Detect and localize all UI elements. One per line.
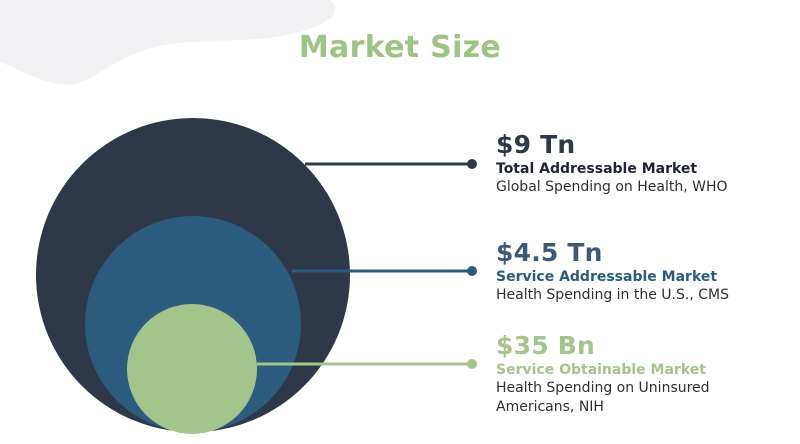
som-connector-dot	[467, 359, 477, 369]
som-circle	[127, 304, 257, 434]
sam-label-group: $4.5 Tn Service Addressable Market Healt…	[496, 238, 736, 305]
tam-value: $9 Tn	[496, 130, 576, 159]
tam-connector-dot	[467, 159, 477, 169]
tam-source: Global Spending on Health, WHO	[496, 179, 728, 195]
som-name: Service Obtainable Market	[496, 362, 706, 378]
sam-source: Health Spending in the U.S., CMS	[496, 287, 729, 303]
som-source: Health Spending on Uninsured Americans, …	[496, 380, 710, 415]
sam-connector-dot	[467, 266, 477, 276]
tam-name: Total Addressable Market	[496, 161, 698, 177]
som-label-group: $35 Bn Service Obtainable Market Health …	[496, 331, 736, 417]
sam-value: $4.5 Tn	[496, 238, 603, 267]
page-title: Market Size	[298, 30, 502, 65]
sam-name: Service Addressable Market	[496, 269, 718, 285]
tam-label-group: $9 Tn Total Addressable Market Global Sp…	[496, 130, 736, 197]
som-value: $35 Bn	[496, 331, 595, 360]
